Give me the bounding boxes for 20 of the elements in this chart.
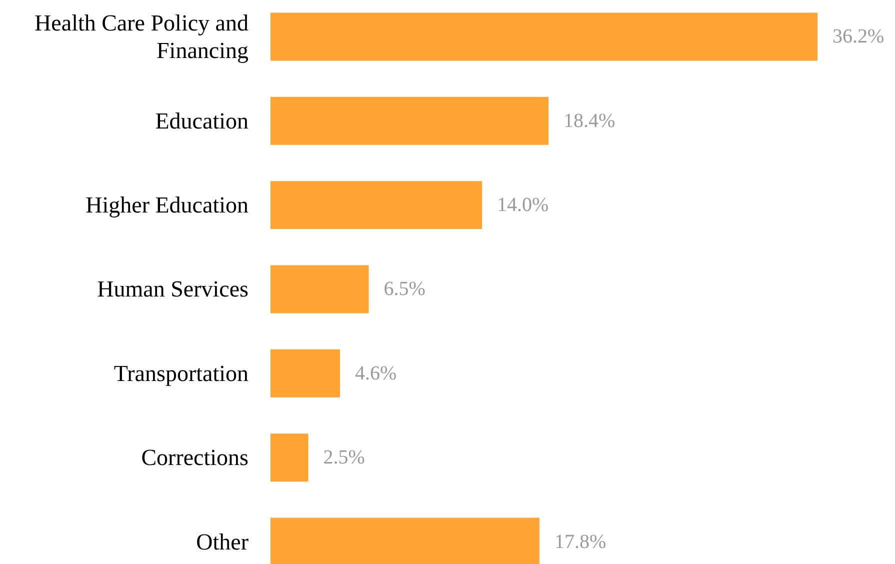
bar [270, 12, 818, 61]
y-tick-label: Human Services [97, 276, 249, 302]
y-tick-label: Higher Education [86, 192, 249, 218]
y-tick-label: Health Care Policy and Financing [34, 10, 249, 63]
data-label: 17.8% [554, 530, 606, 553]
y-tick-label: Other [196, 529, 249, 554]
bar [270, 96, 549, 145]
bar [270, 265, 369, 314]
data-label: 2.5% [323, 446, 365, 469]
data-label: 18.4% [564, 110, 616, 132]
data-label: 36.2% [832, 26, 884, 48]
y-tick-label: Transportation [114, 360, 249, 386]
bar [270, 181, 482, 230]
data-label: 14.0% [497, 194, 549, 216]
bar [270, 349, 340, 398]
y-tick-label: Corrections [141, 445, 249, 470]
bar [270, 434, 308, 482]
data-label: 4.6% [355, 362, 397, 384]
data-label: 6.5% [384, 278, 426, 300]
y-tick-label: Education [155, 108, 249, 134]
